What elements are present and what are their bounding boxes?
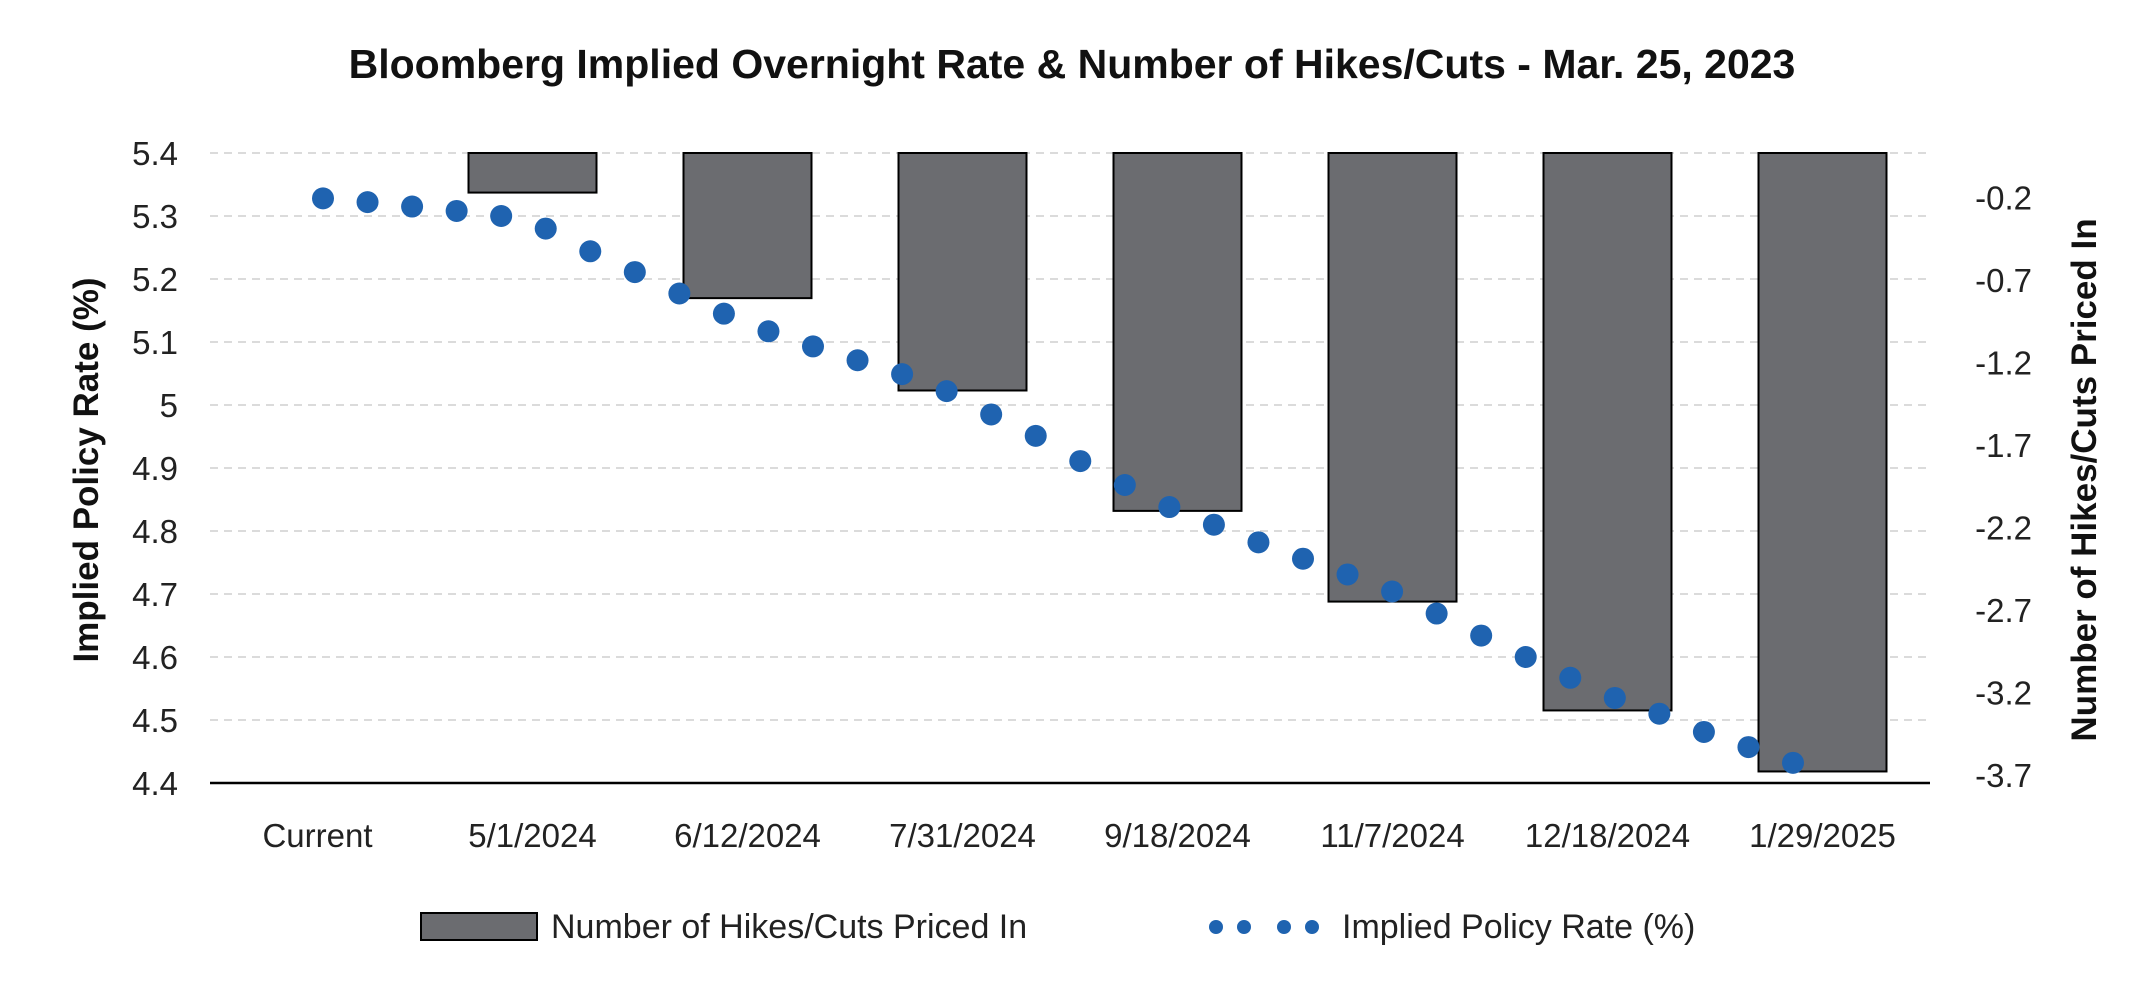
legend-dot-label: Implied Policy Rate (%) <box>1342 908 1695 946</box>
rate-dot <box>1559 666 1582 689</box>
rate-dot <box>401 195 424 218</box>
rate-dot <box>1425 602 1448 625</box>
rate-dot <box>891 363 914 386</box>
x-tick-label: Current <box>262 817 372 854</box>
legend-dot-swatch-3 <box>1277 920 1291 934</box>
rate-dot <box>1514 646 1537 668</box>
right-tick-label: -0.7 <box>1975 262 2032 299</box>
rate-dot <box>356 191 379 214</box>
left-tick-label: 4.8 <box>132 513 178 550</box>
right-tick-label: -2.2 <box>1975 509 2032 546</box>
rate-dot <box>1336 563 1359 586</box>
rate-dot <box>490 205 513 227</box>
rate-dot <box>1113 474 1136 497</box>
x-tick-label: 5/1/2024 <box>468 817 596 854</box>
left-tick-label: 5.2 <box>132 261 178 298</box>
rate-dot <box>1069 450 1092 473</box>
x-tick-label: 9/18/2024 <box>1104 817 1251 854</box>
bar <box>1327 152 1458 603</box>
legend-dot-swatch-2 <box>1237 920 1251 934</box>
rate-dot <box>1381 580 1404 603</box>
dot-series <box>312 187 1804 774</box>
chart-title: Bloomberg Implied Overnight Rate & Numbe… <box>349 41 1796 87</box>
legend-bar-label: Number of Hikes/Cuts Priced In <box>551 908 1027 946</box>
left-tick-label: 4.7 <box>132 576 178 613</box>
left-axis-title: Implied Policy Rate (%) <box>67 277 106 662</box>
rate-dot <box>579 240 602 263</box>
bar <box>897 152 1028 392</box>
rate-dot <box>1247 531 1270 554</box>
right-axis-title: Number of Hikes/Cuts Priced In <box>2065 218 2104 741</box>
bar-series <box>467 152 1888 773</box>
rate-dot <box>668 282 691 305</box>
left-axis-ticks: 5.4 5.3 5.2 5.1 5 4.9 4.8 4.7 4.6 4.5 4.4 <box>132 135 178 802</box>
legend-bar-swatch <box>420 912 538 941</box>
rate-dot <box>445 199 468 222</box>
left-tick-label: 5.3 <box>132 198 178 235</box>
rate-dot <box>757 320 780 343</box>
rate-dot <box>623 261 646 284</box>
rate-dot <box>1158 496 1181 519</box>
right-tick-label: -3.7 <box>1975 757 2032 794</box>
rate-dot <box>1648 702 1671 725</box>
rate-dot <box>1603 686 1626 709</box>
left-tick-label: 5 <box>160 387 178 424</box>
legend: Number of Hikes/Cuts Priced In Implied P… <box>420 908 1695 946</box>
rate-dot <box>1737 736 1760 759</box>
bar <box>467 152 598 194</box>
right-tick-label: -0.2 <box>1975 180 2032 217</box>
rate-dot <box>1782 751 1804 774</box>
rate-dot <box>1692 720 1715 743</box>
rate-dot <box>935 380 958 403</box>
left-tick-label: 4.9 <box>132 450 178 487</box>
x-tick-label: 1/29/2025 <box>1749 817 1896 854</box>
x-tick-label: 6/12/2024 <box>674 817 821 854</box>
rate-dot <box>712 302 735 325</box>
rate-dot <box>1292 547 1314 570</box>
rate-dot <box>802 335 824 358</box>
right-tick-label: -2.7 <box>1975 592 2032 629</box>
bar <box>682 152 813 300</box>
right-tick-label: -3.2 <box>1975 674 2032 711</box>
bar <box>1757 152 1888 773</box>
rate-dot <box>1024 424 1047 447</box>
right-axis-ticks: -0.2 -0.7 -1.2 -1.7 -2.2 -2.7 -3.2 -3.7 <box>1975 180 2032 794</box>
left-tick-label: 4.6 <box>132 639 178 676</box>
rate-dot <box>312 187 334 210</box>
rate-dot <box>1202 513 1225 536</box>
bar <box>1112 152 1243 512</box>
rate-dot <box>980 403 1003 426</box>
legend-dot-swatch-1 <box>1209 920 1223 934</box>
left-tick-label: 4.5 <box>132 702 178 739</box>
rate-dot <box>846 349 869 372</box>
right-tick-label: -1.2 <box>1975 344 2032 381</box>
x-tick-label: 7/31/2024 <box>889 817 1036 854</box>
x-axis-ticks: Current 5/1/2024 6/12/2024 7/31/2024 9/18/20… <box>262 817 1895 854</box>
left-tick-label: 5.1 <box>132 324 178 361</box>
x-tick-label: 12/18/2024 <box>1525 817 1690 854</box>
left-tick-label: 5.4 <box>132 135 178 172</box>
x-tick-label: 11/7/2024 <box>1320 817 1464 854</box>
rate-dot <box>534 217 557 240</box>
bar <box>1542 152 1673 712</box>
legend-dot-swatch-4 <box>1305 920 1319 934</box>
rate-dot <box>1470 624 1493 647</box>
right-tick-label: -1.7 <box>1975 427 2032 464</box>
left-tick-label: 4.4 <box>132 765 178 802</box>
